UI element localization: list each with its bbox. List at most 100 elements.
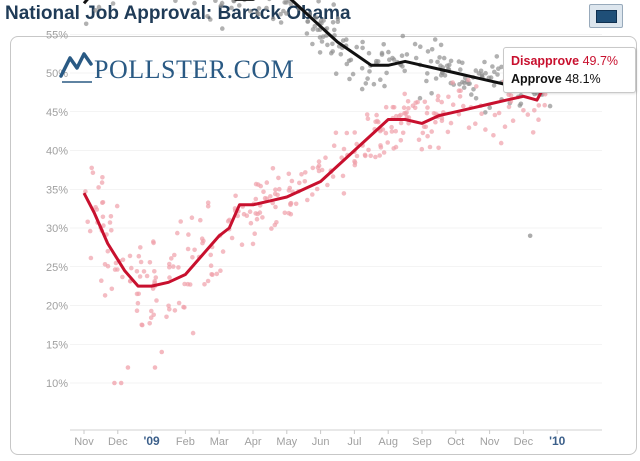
poll-point [457,82,462,87]
poll-point [374,112,379,118]
poll-point [93,8,98,13]
poll-point [339,155,345,160]
poll-point [167,264,172,270]
poll-point [129,265,134,271]
poll-point [139,322,144,328]
x-tick-label: Dec [514,436,534,448]
x-tick-label: Feb [176,436,195,448]
poll-point [385,140,391,145]
poll-point [314,186,320,192]
poll-point [329,50,334,56]
poll-point [456,112,462,117]
poll-point [272,191,278,197]
window-icon [596,10,617,23]
poll-point [359,66,365,71]
poll-point [412,41,418,47]
poll-point [175,230,180,236]
poll-point [340,38,346,43]
poll-point [386,49,391,55]
poll-point [109,228,114,233]
poll-point [214,271,220,277]
legend-approve[interactable]: Approve 48.1% [511,72,601,86]
poll-point [190,330,196,336]
poll-point [96,4,102,10]
poll-point [380,127,386,132]
poll-point [359,86,365,92]
poll-point [282,0,288,5]
y-tick-label: 15% [46,339,68,351]
poll-point [208,17,213,22]
poll-point [272,222,278,228]
poll-point [270,166,276,171]
poll-point [330,41,335,47]
poll-point [112,267,118,272]
poll-point [458,88,463,93]
poll-point [297,180,302,186]
poll-point [316,0,321,4]
poll-point [277,186,282,192]
poll-point [310,192,315,197]
poll-point [253,211,258,216]
poll-point [333,130,339,136]
poll-point [363,153,368,159]
poll-point [521,108,526,113]
poll-point [108,214,114,219]
y-tick-label: 55% [46,29,68,41]
poll-point [205,278,211,284]
poll-point [402,91,408,97]
poll-point [198,217,203,223]
poll-point [268,194,273,199]
poll-point [141,269,147,274]
pollster-logo-icon [59,52,93,83]
poll-point [382,83,387,89]
poll-point [264,180,270,185]
poll-point [166,303,171,309]
poll-point [173,0,178,4]
poll-point [205,13,210,19]
poll-point [288,1,294,7]
poll-point [120,257,126,263]
poll-point [167,307,172,312]
poll-point [192,247,197,253]
poll-point [338,52,344,57]
poll-point [323,155,328,160]
expand-view-button[interactable] [589,4,623,28]
poll-point [254,10,260,16]
approve-points [83,0,553,239]
poll-point [450,80,456,85]
poll-point [154,298,159,303]
poll-point [218,268,223,274]
poll-point [424,110,430,116]
poll-point [389,129,395,134]
poll-point [331,2,337,7]
poll-point [542,102,547,108]
poll-point [256,6,262,11]
poll-point [436,145,441,151]
poll-point [167,261,172,267]
poll-point [447,62,452,68]
poll-point [547,103,553,109]
poll-point [85,219,90,225]
poll-point [102,293,108,298]
poll-point [333,71,339,76]
poll-point [368,153,374,159]
poll-point [435,97,441,103]
poll-point [346,58,352,64]
poll-point [208,252,213,258]
poll-point [120,274,125,280]
poll-point [135,300,141,306]
legend-disapprove[interactable]: Disapprove 49.7% [511,54,618,68]
poll-point [229,235,235,241]
poll-point [304,31,310,36]
poll-point [491,133,496,138]
poll-point [517,103,523,108]
x-tick-label: Aug [378,436,398,448]
poll-point [330,174,336,179]
poll-point [267,0,272,2]
poll-point [397,113,402,119]
poll-point [341,146,347,152]
poll-point [202,282,207,287]
poll-point [400,33,406,39]
poll-point [261,189,266,195]
poll-point [269,226,274,231]
